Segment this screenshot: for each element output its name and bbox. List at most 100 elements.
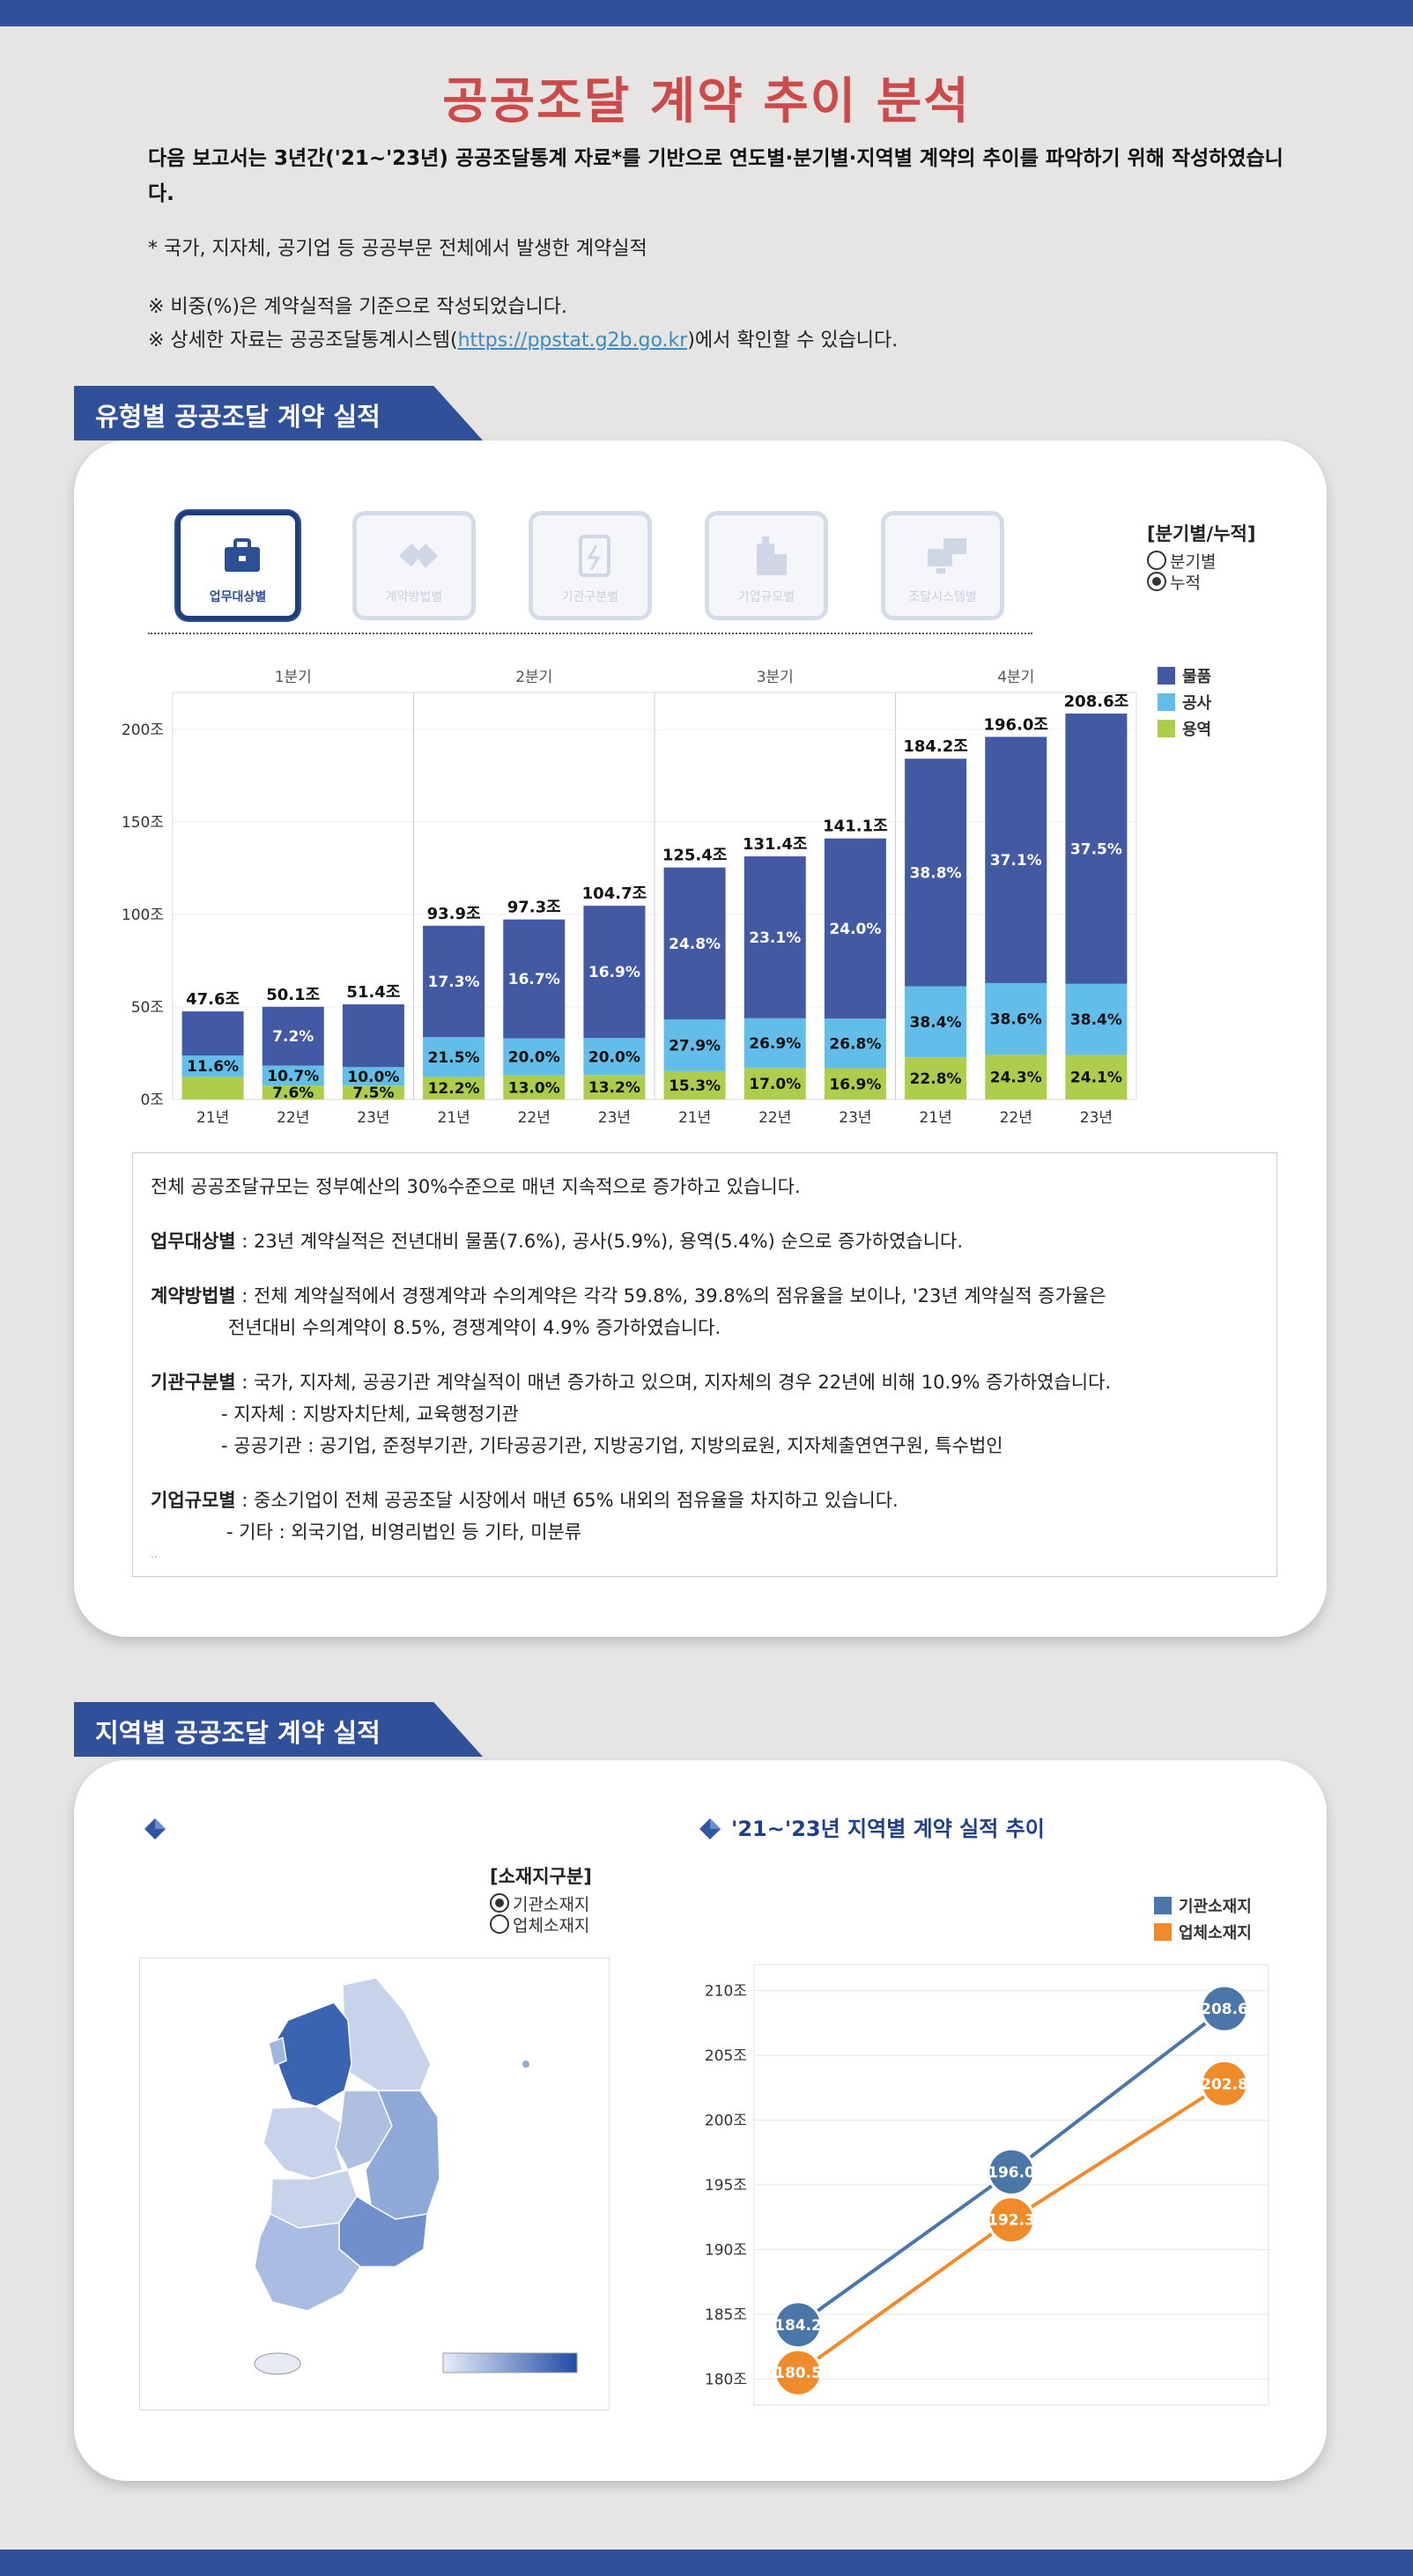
summary-line5-sub1: - 기타 : 외국기업, 비영리법인 등 기타, 미분류 (226, 1521, 582, 1543)
radio-cumulative[interactable]: 누적 (1147, 571, 1255, 593)
note-detail: ※ 상세한 자료는 공공조달통계시스템(https://ppstat.g2b.g… (148, 324, 898, 352)
page-title: 공공조달 계약 추이 분석 (442, 73, 971, 130)
bar-percent-label: 16.7% (508, 971, 560, 988)
tab-1[interactable]: 업무대상별 (176, 511, 300, 620)
korea-map-box (139, 1958, 610, 2410)
tab-5[interactable]: 조달시스템별 (881, 511, 1004, 620)
quarter-label: 4분기 (997, 669, 1034, 686)
y-tick-label: 185조 (705, 2306, 747, 2324)
section1-title: 유형별 공공조달 계약 실적 (95, 402, 381, 432)
radio-quarterly[interactable]: 분기별 (1147, 550, 1255, 572)
bar-percent-label: 16.9% (588, 964, 640, 981)
bar-segment-용역 (503, 1075, 566, 1099)
radio-cumulative-circle[interactable] (1147, 572, 1166, 591)
note-ratio: ※ 비중(%)은 계약실적을 기준으로 작성되었습니다. (148, 296, 568, 318)
bar-total-label: 50.1조 (266, 986, 320, 1004)
map-region-ulleung[interactable] (522, 2061, 529, 2068)
line-point-기관소재지 (773, 2300, 823, 2350)
y-tick-label: 195조 (705, 2177, 747, 2195)
bar-percent-label: 13.2% (588, 1079, 640, 1097)
bar-segment-용역 (262, 1085, 324, 1099)
bar-percent-label: 22.8% (910, 1070, 962, 1088)
bar-segment-공사 (985, 982, 1047, 1055)
tab-2[interactable]: 계약방법별 (352, 511, 476, 620)
map-region-gangwon[interactable] (342, 1977, 432, 2091)
legend-agency-swatch (1154, 1897, 1172, 1914)
bar-segment-공사 (503, 1038, 566, 1076)
bar-segment-물품 (985, 737, 1047, 983)
legend-company-label: 업체소재지 (1179, 1924, 1252, 1943)
radio-company-circle[interactable] (490, 1914, 509, 1934)
intro-text: 다음 보고서는 3년간('21~'23년) 공공조달통계 자료*를 기반으로 연… (148, 147, 1284, 205)
location-radio-title: [소재지구분] (490, 1866, 592, 1887)
legend-construction: 공사 (1158, 689, 1211, 715)
legend-service-swatch (1158, 720, 1175, 737)
legend-service: 용역 (1158, 715, 1211, 742)
bar-segment-물품 (824, 838, 886, 1019)
ppstat-link[interactable]: https://ppstat.g2b.go.kr (457, 329, 688, 352)
summary-line4-sub1: - 지자체 : 지방자치단체, 교육행정기관 (221, 1403, 519, 1425)
line-point-기관소재지 (1200, 1984, 1249, 2033)
bar-percent-label: 7.6% (272, 1084, 314, 1102)
bar-segment-용역 (1065, 1055, 1128, 1099)
radio-agency[interactable]: 기관소재지 (490, 1892, 592, 1914)
bar-percent-label: 11.6% (187, 1058, 239, 1076)
bar-percent-label: 26.9% (749, 1035, 801, 1053)
bar-segment-용역 (985, 1054, 1047, 1099)
top-bar (0, 0, 1413, 26)
bar-percent-label: 21.5% (428, 1049, 480, 1067)
radio-quarterly-circle[interactable] (1147, 551, 1166, 570)
bar-total-label: 184.2조 (903, 737, 968, 756)
map-region-jeju[interactable] (254, 2352, 301, 2375)
bar-segment-공사 (423, 1037, 485, 1077)
bar-percent-label: 24.0% (829, 921, 881, 938)
map-region-jeonnam[interactable] (254, 2212, 361, 2312)
tab-4[interactable]: 기업규모별 (705, 511, 828, 620)
bar-percent-label: 38.4% (1070, 1011, 1122, 1029)
note-asterisk: * 국가, 지자체, 공기업 등 공공부문 전체에서 발생한 계약실적 (148, 238, 647, 260)
bar-total-label: 93.9조 (427, 905, 481, 923)
x-tick-label: 23년 (839, 1109, 871, 1127)
legend-goods-swatch (1158, 667, 1175, 685)
bar-total-label: 131.4조 (743, 835, 808, 854)
bar-segment-물품 (1065, 713, 1128, 984)
diamond-bullet-icon (699, 1818, 721, 1839)
note-detail-prefix: ※ 상세한 자료는 공공조달통계시스템( (148, 329, 458, 352)
bar-percent-label: 10.7% (267, 1068, 319, 1085)
stacked-bar-chart: 0조 50조 100조 150조 200조 1분기 2분기 3분기 4분기 11.6% 47.6조 2… (122, 669, 1137, 1127)
y-tick-label: 210조 (705, 1982, 747, 2000)
legend-agency: 기관소재지 (1154, 1892, 1252, 1919)
quarter-label: 2분기 (515, 669, 552, 686)
map-region-chungnam[interactable] (263, 2106, 344, 2180)
bar-percent-label: 24.1% (1070, 1070, 1122, 1087)
map-region-incheon[interactable] (268, 2036, 287, 2068)
y-tick-label: 205조 (705, 2047, 747, 2065)
bar-percent-label: 37.5% (1070, 840, 1122, 858)
summary-line4-text: : 국가, 지자체, 공공기관 계약실적이 매년 증가하고 있으며, 지자체의 … (235, 1372, 1112, 1393)
tab-3[interactable]: 기관구분별 (529, 511, 652, 620)
summary-line3-cont: 전년대비 수의계약이 8.5%, 경쟁계약이 4.9% 증가하였습니다. (228, 1317, 721, 1338)
radio-quarterly-label: 분기별 (1170, 551, 1217, 572)
section2-banner: 지역별 공공조달 계약 실적 (74, 1702, 483, 1757)
handshake-icon (396, 533, 441, 579)
bar-segment-물품 (743, 856, 806, 1018)
radio-company[interactable]: 업체소재지 (490, 1913, 592, 1936)
line-legend: 기관소재지 업체소재지 (1154, 1892, 1252, 1945)
radio-agency-circle[interactable] (490, 1893, 509, 1913)
document-icon (572, 533, 618, 579)
legend-construction-swatch (1158, 693, 1175, 711)
bottom-bar (0, 2550, 1413, 2576)
bar-percent-label: 38.8% (910, 864, 962, 882)
bar-percent-label: 20.0% (508, 1049, 560, 1067)
bar-percent-label: 16.9% (829, 1076, 881, 1093)
bar-segment-용역 (181, 1077, 244, 1099)
bar-segment-용역 (905, 1057, 967, 1099)
bar-segment-물품 (342, 1004, 404, 1068)
tab-label: 기관구분별 (561, 590, 619, 604)
bar-segment-공사 (583, 1038, 646, 1076)
region-line-chart: 180조 185조 190조 195조 200조 205조 210조 184.2 196.0 20… (705, 1964, 1269, 2406)
bar-segment-공사 (663, 1019, 726, 1071)
line-point-label: 202.8 (1201, 2076, 1248, 2093)
y-tick-label: 100조 (122, 907, 164, 924)
bar-segment-물품 (583, 906, 646, 1039)
